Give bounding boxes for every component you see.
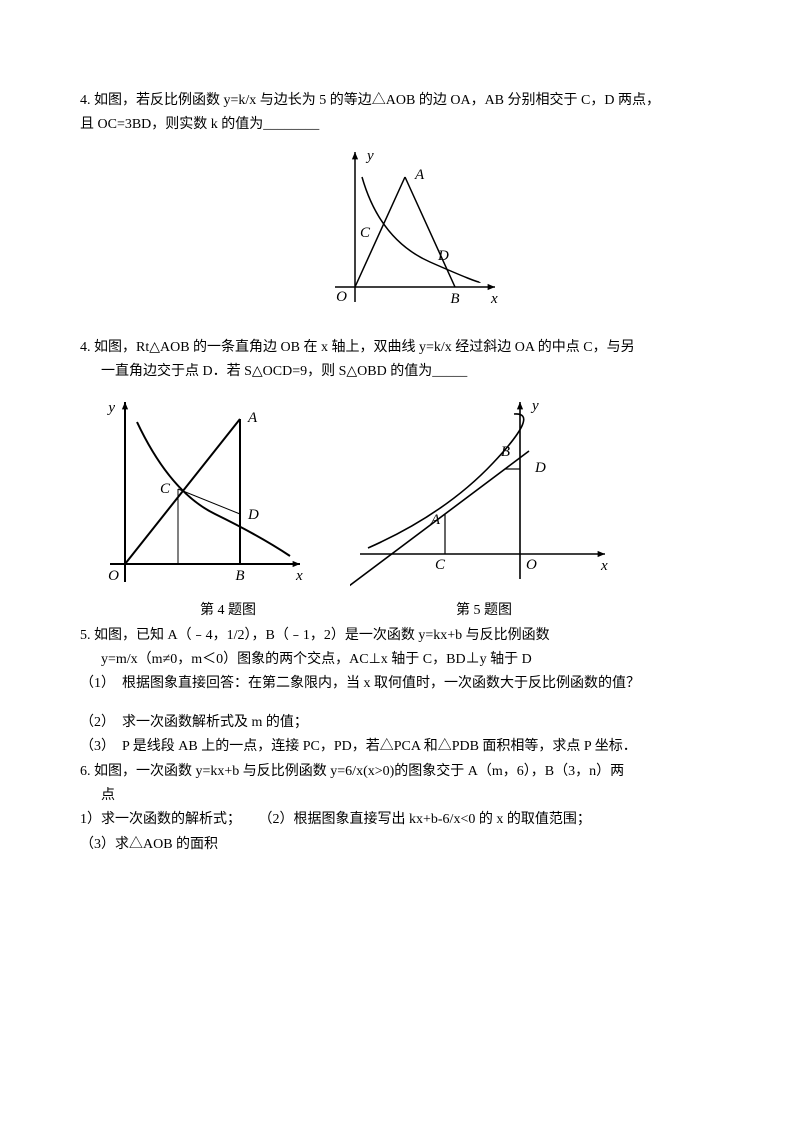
svg-text:D: D bbox=[437, 248, 449, 264]
svg-text:x: x bbox=[490, 291, 498, 307]
q4b-num: 4. bbox=[80, 340, 91, 355]
q6-p1: 1）求一次函数的解析式； （2）根据图象直接写出 kx+b-6/x<0 的 x … bbox=[80, 809, 720, 831]
svg-text:D: D bbox=[534, 460, 546, 476]
svg-text:O: O bbox=[336, 289, 347, 305]
caption-row: 第 4 题图 第 5 题图 bbox=[80, 599, 720, 619]
svg-text:y: y bbox=[365, 148, 374, 164]
svg-text:x: x bbox=[295, 568, 303, 584]
q6-num: 6. bbox=[80, 764, 91, 779]
svg-text:x: x bbox=[600, 558, 608, 574]
q5-p2: （2） 求一次函数解析式及 m 的值； bbox=[80, 712, 720, 734]
caption-5: 第 5 题图 bbox=[456, 599, 512, 619]
svg-text:O: O bbox=[526, 557, 537, 573]
svg-text:B: B bbox=[501, 444, 510, 460]
q6-line1: 6. 如图，一次函数 y=kx+b 与反比例函数 y=6/x(x>0)的图象交于… bbox=[80, 761, 720, 783]
svg-text:D: D bbox=[247, 507, 259, 523]
q4b-line1: 4. 如图，Rt△AOB 的一条直角边 OB 在 x 轴上，双曲线 y=k/x … bbox=[80, 337, 720, 359]
svg-text:O: O bbox=[108, 568, 119, 584]
diagram-q5: Ox y A B C D bbox=[350, 394, 610, 594]
q4a-line2: 且 OC=3BD，则实数 k 的值为________ bbox=[80, 114, 720, 136]
svg-text:y: y bbox=[106, 400, 115, 416]
svg-text:C: C bbox=[360, 225, 371, 241]
q6-line2: 点 bbox=[80, 785, 720, 807]
q5-line1: 5. 如图，已知 A（﹣4，1/2），B（﹣1，2）是一次函数 y=kx+b 与… bbox=[80, 625, 720, 647]
q5-num: 5. bbox=[80, 628, 91, 643]
figure-q4a: Ox y A B C D bbox=[80, 147, 720, 322]
q4a-line1: 4. 如图，若反比例函数 y=k/x 与边长为 5 的等边△AOB 的边 OA，… bbox=[80, 90, 720, 112]
q5-p3: （3） P 是线段 AB 上的一点，连接 PC，PD，若△PCA 和△PDB 面… bbox=[80, 736, 720, 758]
svg-text:A: A bbox=[414, 167, 425, 183]
caption-4: 第 4 题图 bbox=[200, 599, 256, 619]
svg-text:y: y bbox=[530, 398, 539, 414]
q5-line2: y=m/x（m≠0，m＜0）图象的两个交点，AC⊥x 轴于 C，BD⊥y 轴于 … bbox=[80, 649, 720, 671]
q4a-num: 4. bbox=[80, 93, 91, 108]
q6-p3: （3）求△AOB 的面积 bbox=[80, 834, 720, 856]
svg-text:B: B bbox=[235, 568, 244, 584]
svg-text:C: C bbox=[160, 481, 171, 497]
q4b-line2: 一直角边交于点 D．若 S△OCD=9，则 S△OBD 的值为_____ bbox=[80, 361, 720, 383]
diagram-top: Ox y A B C D bbox=[300, 147, 500, 317]
svg-text:A: A bbox=[430, 512, 441, 528]
q5-p1: （1） 根据图象直接回答：在第二象限内，当 x 取何值时，一次函数大于反比例函数… bbox=[80, 673, 720, 695]
svg-text:C: C bbox=[435, 557, 446, 573]
svg-text:A: A bbox=[247, 410, 258, 426]
svg-text:B: B bbox=[450, 291, 459, 307]
figure-row: Ox y A B C D Ox y A B C D bbox=[80, 394, 720, 594]
diagram-q4: Ox y A B C D bbox=[90, 394, 310, 594]
